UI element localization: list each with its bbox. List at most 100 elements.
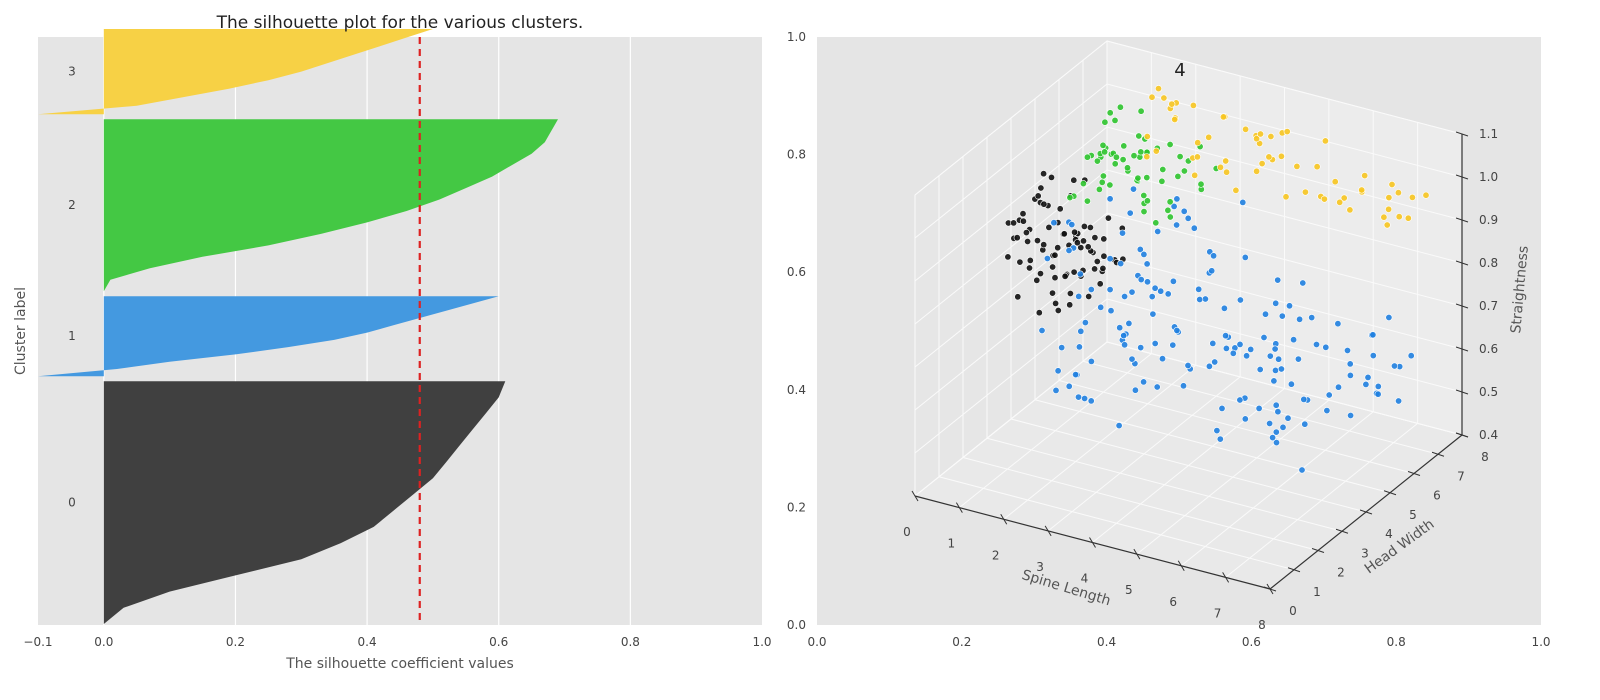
scatter-point-cluster-3 <box>1143 153 1151 161</box>
y-tick-label: 2 <box>1337 566 1345 580</box>
scatter-point-cluster-2 <box>1140 192 1148 200</box>
scatter-point-cluster-1 <box>1266 352 1274 360</box>
y-tick-label: 1 <box>1313 585 1321 599</box>
scatter-point-cluster-1 <box>1136 245 1144 253</box>
scatter-point-cluster-2 <box>1106 109 1114 117</box>
silhouette-areas <box>38 29 559 624</box>
scatter-point-cluster-1 <box>1173 221 1181 229</box>
scatter-point-cluster-1 <box>1395 397 1403 405</box>
scatter-point-cluster-1 <box>1313 340 1321 348</box>
outer-axis-ticks: 0.0 0.2 0.4 0.6 0.8 1.0 0.0 0.2 0.4 0.6 0.8 1.0 <box>787 30 1551 649</box>
z-tick-mark <box>1455 131 1469 137</box>
scatter-point-cluster-1 <box>1120 332 1128 340</box>
scatter-point-cluster-2 <box>1143 197 1151 205</box>
outer-y-tick-label: 1.0 <box>787 30 806 44</box>
scatter-point-cluster-0 <box>1080 222 1088 230</box>
scatter-point-cluster-0 <box>1022 229 1030 237</box>
scatter-point-cluster-1 <box>1076 270 1084 278</box>
scatter-point-cluster-1 <box>1043 255 1051 263</box>
scatter-point-cluster-0 <box>1052 299 1060 307</box>
x-tick-mark <box>1177 560 1185 572</box>
x-tick-label: 6 <box>1169 595 1177 609</box>
y-tick-label: 0 <box>1289 604 1297 618</box>
x-tick-mark <box>911 490 919 502</box>
scatter-point-cluster-0 <box>1084 243 1092 251</box>
pane-gridline <box>1106 298 1463 393</box>
scatter-point-cluster-1 <box>1128 355 1136 363</box>
scatter-point-cluster-1 <box>1296 315 1304 323</box>
scatter-point-cluster-3 <box>1313 163 1321 171</box>
pane-gridline <box>1106 341 1463 436</box>
scatter-point-cluster-0 <box>1056 205 1064 213</box>
scatter-point-cluster-1 <box>1274 276 1282 284</box>
y-tick-mark <box>1311 548 1325 553</box>
x-tick-mark <box>1000 513 1008 525</box>
x-tick-label: 4 <box>1081 572 1089 586</box>
scatter-point-cluster-0 <box>1034 192 1042 200</box>
scatter-point-cluster-1 <box>1266 419 1274 427</box>
y-tick-label: 8 <box>1481 450 1489 464</box>
z-tick-label: 0.6 <box>1479 342 1498 356</box>
scatter-point-cluster-1 <box>1107 307 1115 315</box>
scatter-point-cluster-1 <box>1173 326 1181 334</box>
scatter-point-cluster-1 <box>1205 362 1213 370</box>
silhouette-x-tick-label: 0.6 <box>489 635 508 649</box>
scatter-point-cluster-1 <box>1052 386 1060 394</box>
scatter-point-cluster-0 <box>1014 293 1022 301</box>
scatter-point-cluster-1 <box>1260 333 1268 341</box>
scatter-point-cluster-1 <box>1247 345 1255 353</box>
silhouette-x-label: The silhouette coefficient values <box>285 656 514 672</box>
scatter-point-cluster-1 <box>1151 339 1159 347</box>
y-tick-mark <box>1383 490 1397 496</box>
scatter-point-cluster-1 <box>1170 202 1178 210</box>
scatter-point-cluster-1 <box>1140 250 1148 258</box>
scatter-point-cluster-1 <box>1077 327 1085 335</box>
scatter-point-cluster-0 <box>1104 214 1112 222</box>
scatter-point-cluster-1 <box>1075 393 1083 401</box>
z-axis-label-straightness: Straightness <box>1508 245 1532 334</box>
scatter-point-cluster-0 <box>1054 244 1062 252</box>
scatter-point-cluster-1 <box>1236 396 1244 404</box>
scatter-point-cluster-0 <box>1013 234 1021 242</box>
scatter-point-cluster-1 <box>1369 331 1377 339</box>
scatter-point-cluster-1 <box>1269 434 1277 442</box>
x-tick-mark <box>1089 537 1096 548</box>
scatter-point-cluster-0 <box>1099 264 1107 272</box>
scatter-point-cluster-1 <box>1272 428 1280 436</box>
scatter-point-cluster-0 <box>1086 224 1094 232</box>
y-tick-mark <box>1263 586 1277 592</box>
scatter-point-cluster-2 <box>1111 160 1119 168</box>
scatter-point-cluster-3 <box>1155 85 1163 93</box>
scatter-point-cluster-0 <box>1070 268 1078 276</box>
scatter-point-cluster-1 <box>1065 382 1073 390</box>
y-tick-mark <box>1287 567 1301 573</box>
scatter-point-cluster-1 <box>1116 324 1124 332</box>
scatter-point-cluster-3 <box>1283 128 1291 136</box>
outer-y-tick-label: 0.2 <box>787 500 806 514</box>
x-tick-label: 3 <box>1036 560 1044 574</box>
scatter-point-cluster-2 <box>1180 167 1188 175</box>
scatter-point-cluster-1 <box>1169 341 1177 349</box>
scatter-point-cluster-2 <box>1099 172 1107 180</box>
scatter-point-cluster-2 <box>1111 116 1119 124</box>
scatter-point-cluster-1 <box>1271 345 1279 353</box>
scatter-point-cluster-1 <box>1131 386 1139 394</box>
scatter-point-cluster-3 <box>1395 213 1403 221</box>
scatter-point-cluster-3 <box>1160 94 1168 102</box>
scatter-point-cluster-1 <box>1385 313 1393 321</box>
scatter-point-cluster-3 <box>1222 157 1230 165</box>
scatter-point-cluster-2 <box>1119 156 1127 164</box>
scatter-point-cluster-0 <box>1049 289 1057 297</box>
scatter-point-cluster-1 <box>1128 288 1136 296</box>
silhouette-x-tick-label: 0.8 <box>621 635 640 649</box>
scatter-point-cluster-1 <box>1241 253 1249 261</box>
scatter-point-cluster-2 <box>1095 185 1103 193</box>
scatter-point-cluster-3 <box>1168 100 1176 108</box>
scatter-point-cluster-0 <box>1077 244 1085 252</box>
scatter-point-cluster-1 <box>1087 397 1095 405</box>
scatter-point-cluster-1 <box>1195 285 1203 293</box>
outer-x-tick-label: 0.8 <box>1387 635 1406 649</box>
scatter-point-cluster-3 <box>1171 116 1179 124</box>
scatter-point-cluster-1 <box>1301 420 1309 428</box>
silhouette-area-cluster-3 <box>38 29 433 115</box>
